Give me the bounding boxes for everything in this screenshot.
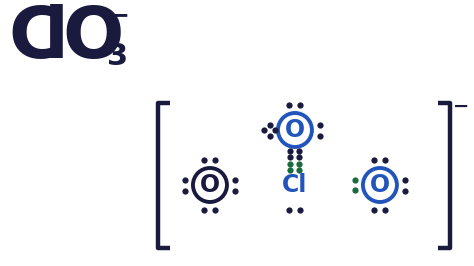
Text: l: l xyxy=(44,4,69,73)
Text: O: O xyxy=(62,4,123,73)
Text: O: O xyxy=(370,173,390,197)
Text: O: O xyxy=(285,118,305,142)
Text: C: C xyxy=(8,4,61,73)
Text: O: O xyxy=(200,173,220,197)
Text: 3: 3 xyxy=(107,42,128,71)
Text: Cl: Cl xyxy=(282,173,308,197)
Text: −: − xyxy=(108,3,129,27)
Text: −: − xyxy=(453,97,469,116)
